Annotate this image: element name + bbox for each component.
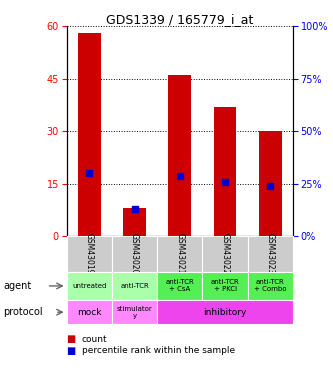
Text: count: count — [82, 335, 107, 344]
Text: GDS1339 / 165779_i_at: GDS1339 / 165779_i_at — [106, 13, 253, 26]
Text: mock: mock — [77, 308, 102, 316]
Point — [132, 206, 137, 212]
Text: agent: agent — [3, 281, 32, 291]
Text: anti-TCR
+ CsA: anti-TCR + CsA — [166, 279, 194, 292]
Text: anti-TCR
+ Combo: anti-TCR + Combo — [254, 279, 287, 292]
Point — [268, 183, 273, 189]
Bar — [214, 107, 236, 236]
Text: stimulator
y: stimulator y — [117, 306, 153, 319]
Bar — [259, 131, 282, 236]
Text: protocol: protocol — [3, 307, 43, 317]
Text: anti-TCR
+ PKCi: anti-TCR + PKCi — [211, 279, 239, 292]
Text: GSM43020: GSM43020 — [130, 233, 139, 275]
Point — [87, 170, 92, 176]
Bar — [78, 33, 101, 236]
Text: percentile rank within the sample: percentile rank within the sample — [82, 346, 235, 355]
Text: anti-TCR: anti-TCR — [120, 283, 149, 289]
Text: inhibitory: inhibitory — [203, 308, 247, 316]
Text: GSM43023: GSM43023 — [266, 233, 275, 275]
Bar — [168, 75, 191, 236]
Bar — [123, 208, 146, 236]
Text: untreated: untreated — [72, 283, 107, 289]
Point — [222, 178, 228, 184]
Text: GSM43019: GSM43019 — [85, 233, 94, 275]
Text: ■: ■ — [67, 346, 76, 355]
Text: ■: ■ — [67, 334, 76, 344]
Point — [177, 173, 182, 179]
Text: GSM43021: GSM43021 — [175, 233, 184, 275]
Text: GSM43022: GSM43022 — [220, 233, 230, 275]
